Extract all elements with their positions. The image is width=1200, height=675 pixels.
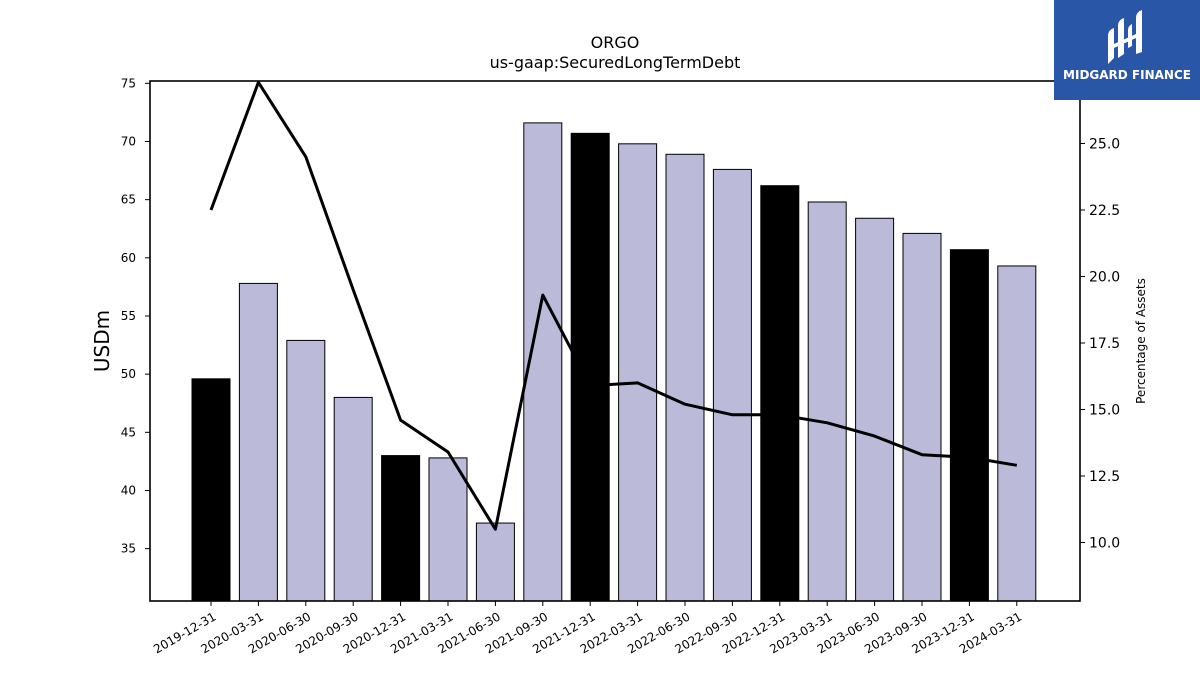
bar (428, 457, 468, 602)
bar (949, 249, 989, 602)
y2-tick-label: 25.0 (1089, 137, 1120, 153)
plot-frame (149, 80, 1081, 602)
midgard-logo-icon (1108, 10, 1142, 64)
bar (855, 217, 895, 602)
y-tick-label: 35 (121, 542, 136, 556)
y-tick-label: 65 (121, 193, 136, 207)
series-line (209, 81, 1018, 531)
chart-title: ORGO (591, 33, 640, 52)
y2-tick-label: 15.0 (1089, 402, 1120, 418)
y2-tick-label: 10.0 (1089, 535, 1120, 551)
bar (807, 201, 847, 602)
bar (475, 522, 515, 602)
bar (618, 143, 658, 602)
bar (238, 282, 278, 602)
y2-tick-label: 17.5 (1089, 336, 1120, 352)
y-tick-label: 70 (121, 134, 136, 148)
bar (191, 378, 231, 602)
y-axis-label: USDm (90, 310, 114, 372)
y-tick-label: 40 (121, 483, 136, 497)
bar (286, 339, 326, 602)
chart-subtitle: us-gaap:SecuredLongTermDebt (490, 53, 741, 72)
bar (333, 396, 373, 602)
y-tick-label: 60 (121, 251, 136, 265)
bar (902, 232, 942, 602)
bar (381, 455, 421, 602)
logo-text: MIDGARD FINANCE (1063, 68, 1191, 82)
bar (760, 185, 800, 602)
y2-tick-label: 12.5 (1089, 469, 1120, 485)
y2-axis-label: Percentage of Assets (1134, 278, 1148, 404)
y-tick-label: 50 (121, 367, 136, 381)
y-tick-label: 45 (121, 425, 136, 439)
midgard-finance-logo: MIDGARD FINANCE (1054, 0, 1200, 100)
y-tick-label: 75 (121, 76, 136, 90)
y2-tick-label: 22.5 (1089, 203, 1120, 219)
bar (997, 265, 1037, 602)
bar (665, 153, 705, 602)
line-group (209, 81, 1018, 531)
y-tick-label: 55 (121, 309, 136, 323)
bar (570, 132, 610, 602)
bars-group (191, 122, 1037, 602)
bar (712, 168, 752, 602)
y2-tick-label: 20.0 (1089, 269, 1120, 285)
